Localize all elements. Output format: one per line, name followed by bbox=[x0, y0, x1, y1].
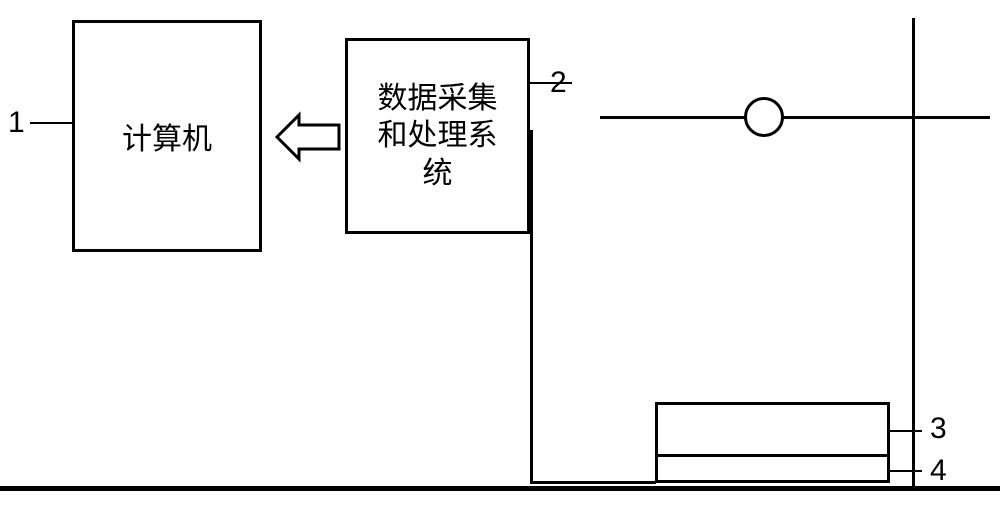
top-rail-line bbox=[600, 116, 990, 119]
callout-4: 4 bbox=[930, 454, 947, 488]
pulley-circle bbox=[744, 97, 784, 137]
computer-label: 计算机 bbox=[122, 114, 212, 158]
leader-line-3 bbox=[890, 430, 922, 432]
callout-2: 2 bbox=[550, 66, 567, 100]
ground-line bbox=[0, 486, 1000, 491]
daq-box: 数据采集 和处理系 统 bbox=[345, 38, 530, 234]
leader-line-4 bbox=[890, 470, 922, 472]
right-wall-line bbox=[912, 18, 915, 486]
block-3 bbox=[655, 402, 890, 457]
connector-horizontal bbox=[530, 481, 656, 484]
callout-3: 3 bbox=[930, 412, 947, 446]
computer-box: 计算机 bbox=[72, 20, 262, 252]
block-4 bbox=[655, 457, 890, 483]
diagram-canvas: 计算机 数据采集 和处理系 统 1 2 3 4 bbox=[0, 0, 1000, 520]
arrow-left-icon bbox=[277, 115, 339, 159]
leader-line-1 bbox=[30, 122, 72, 124]
daq-label: 数据采集 和处理系 统 bbox=[378, 80, 498, 193]
connector-vertical bbox=[530, 130, 533, 483]
callout-1: 1 bbox=[8, 106, 25, 140]
